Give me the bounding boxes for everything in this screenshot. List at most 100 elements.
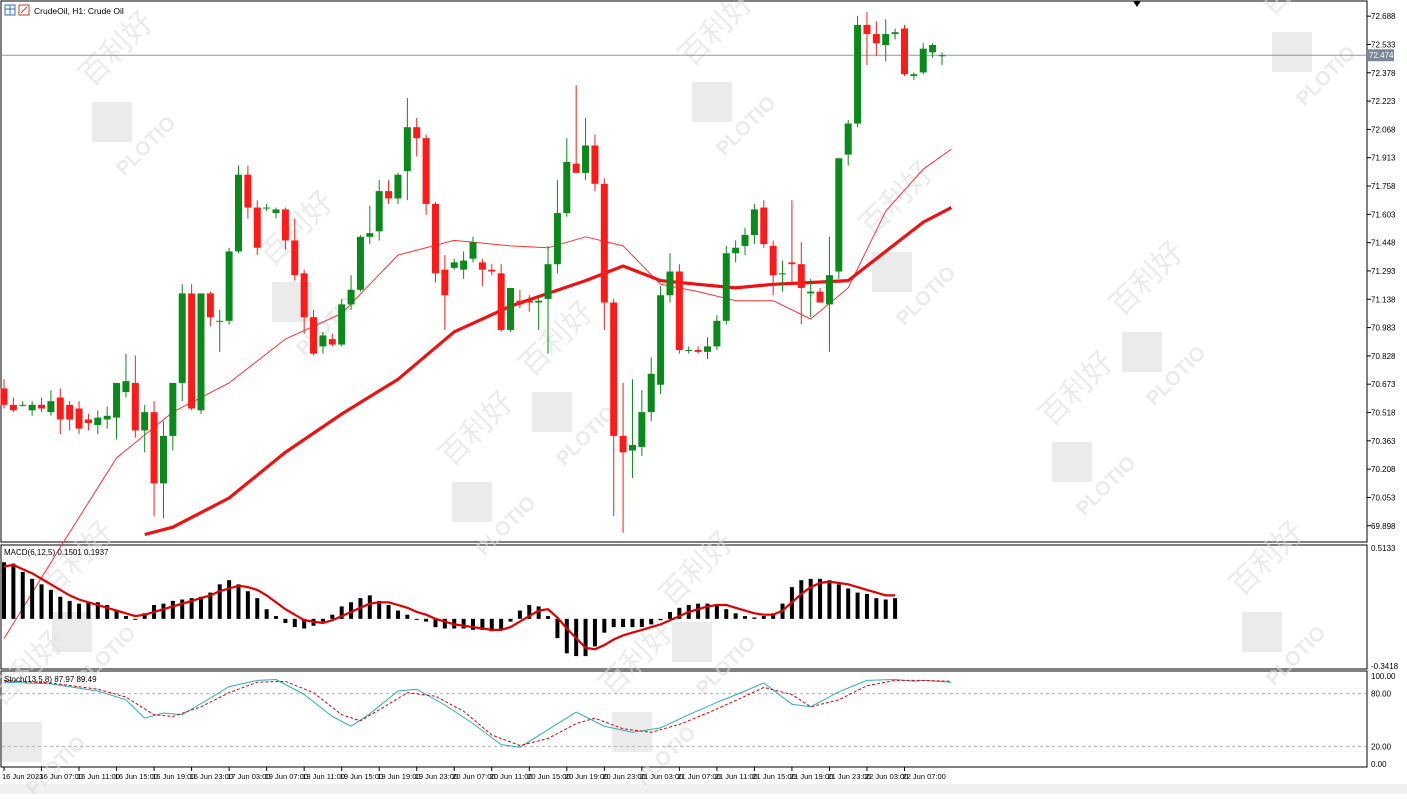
- candle-body: [9, 404, 17, 411]
- time-axis-label: 16 Jun 11:00: [77, 772, 120, 781]
- macd-axis-label: 0.5133: [1371, 544, 1396, 553]
- macd-histogram-bar: [274, 616, 279, 619]
- chart-type-icon[interactable]: [4, 4, 16, 16]
- candle-body: [206, 293, 214, 318]
- macd-histogram-bar: [724, 609, 729, 619]
- candle-body: [628, 445, 636, 451]
- macd-histogram-bar: [658, 618, 663, 621]
- candle-body: [722, 253, 730, 321]
- candle-body: [582, 145, 590, 173]
- time-axis-label: 17 Jun 03:00: [227, 772, 270, 781]
- candle-body: [666, 271, 674, 296]
- candle-body: [310, 317, 318, 354]
- axis-layer: 72.688 72.533 72.378 72.223 72.068 71.913 71.7…: [2, 12, 1399, 781]
- candle-body: [244, 174, 252, 208]
- macd-histogram-bar: [395, 610, 400, 619]
- candle-body: [610, 302, 618, 436]
- candle-body: [84, 419, 92, 424]
- time-axis-label: 19 Jun 19:00: [377, 772, 420, 781]
- candle-body: [535, 300, 543, 303]
- candle-body: [647, 373, 655, 413]
- macd-histogram-bar: [386, 605, 391, 619]
- time-axis-label: 20 Jun 15:00: [527, 772, 570, 781]
- macd-histogram-bar: [517, 610, 522, 619]
- candle-body: [38, 404, 46, 409]
- candle-body: [356, 236, 364, 290]
- time-axis-label: 20 Jun 11:00: [490, 772, 533, 781]
- time-axis-label: 21 Jun 07:00: [677, 772, 720, 781]
- macd-histogram-bar: [292, 618, 297, 628]
- candle-body: [844, 123, 852, 155]
- candle-body: [122, 381, 130, 393]
- candle-body: [403, 127, 411, 172]
- price-axis-label: 69.898: [1371, 522, 1396, 531]
- macd-axis-label: -0.3418: [1371, 662, 1399, 671]
- macd-histogram-bar: [508, 618, 513, 622]
- macd-histogram-bar: [696, 603, 701, 619]
- candle-body: [835, 158, 843, 272]
- price-axis-label: 72.068: [1371, 125, 1396, 134]
- candle-body: [413, 127, 421, 139]
- time-axis-label: 16 Jun 15:00: [115, 772, 158, 781]
- macd-histogram-bar: [893, 598, 898, 619]
- candle-body: [0, 388, 8, 405]
- chart-header: CrudeOil, H1: Crude Oil: [4, 1, 1141, 16]
- macd-histogram-bar: [11, 563, 16, 619]
- candle-body: [600, 183, 608, 303]
- time-axis-label: 22 Jun 03:00: [865, 772, 908, 781]
- macd-histogram-bar: [761, 616, 766, 619]
- price-axis-label: 71.138: [1371, 295, 1396, 304]
- candle-body: [216, 320, 224, 322]
- candle-body: [619, 435, 627, 453]
- candle-body: [591, 145, 599, 184]
- macd-histogram-bar: [583, 618, 588, 657]
- shift-marker-icon[interactable]: [1133, 1, 1141, 7]
- macd-histogram-bar: [264, 609, 269, 619]
- time-axis-label: 20 Jun 23:00: [602, 772, 645, 781]
- macd-histogram-bar: [733, 613, 738, 619]
- time-axis-label: 21 Jun 11:00: [715, 772, 758, 781]
- candle-body: [497, 273, 505, 330]
- price-axis-label: 71.603: [1371, 210, 1396, 219]
- stoch-signal-line: [3, 679, 952, 746]
- price-axis-label: 70.518: [1371, 409, 1396, 418]
- candle-body: [225, 251, 233, 321]
- stoch-axis-label: 100.00: [1371, 672, 1396, 681]
- macd-histogram-bar: [217, 584, 222, 619]
- candle-body: [704, 346, 711, 352]
- bottom-strip: [0, 784, 1407, 794]
- macd-histogram-bar: [198, 596, 203, 619]
- macd-histogram-bar: [170, 600, 175, 619]
- candle-body: [929, 45, 937, 53]
- candle-body: [638, 412, 646, 447]
- watermark-logo-mark: [532, 392, 572, 432]
- macd-histogram-bar: [752, 617, 757, 619]
- candle-body: [113, 382, 121, 418]
- candle-body: [854, 24, 862, 124]
- macd-histogram-bar: [77, 603, 82, 619]
- candle-body: [788, 262, 796, 265]
- time-axis-label: 22 Jun 07:00: [902, 772, 945, 781]
- watermark-logo-mark: [672, 622, 712, 662]
- macd-histogram-bar: [133, 618, 138, 620]
- watermark-logo-mark: [1, 722, 42, 762]
- bid-ask-icon[interactable]: [18, 4, 30, 16]
- macd-histogram-bar: [621, 618, 626, 628]
- time-axis-label: 20 Jun 07:00: [452, 772, 495, 781]
- candle-body: [75, 408, 83, 429]
- macd-histogram-bar: [499, 618, 504, 630]
- macd-histogram-bar: [827, 580, 832, 619]
- watermark-logo-mark: [92, 102, 132, 142]
- candle-body: [478, 262, 486, 270]
- macd-histogram-bar: [414, 618, 419, 620]
- price-axis-label: 70.673: [1371, 380, 1396, 389]
- macd-histogram-bar: [799, 580, 804, 619]
- macd-histogram-bar: [846, 588, 851, 619]
- candle-body: [159, 435, 167, 484]
- macd-histogram-bar: [489, 618, 494, 632]
- price-axis-label: 70.828: [1371, 352, 1396, 361]
- macd-histogram-bar: [349, 602, 354, 619]
- candle-body: [544, 264, 552, 299]
- macd-histogram-bar: [883, 599, 888, 619]
